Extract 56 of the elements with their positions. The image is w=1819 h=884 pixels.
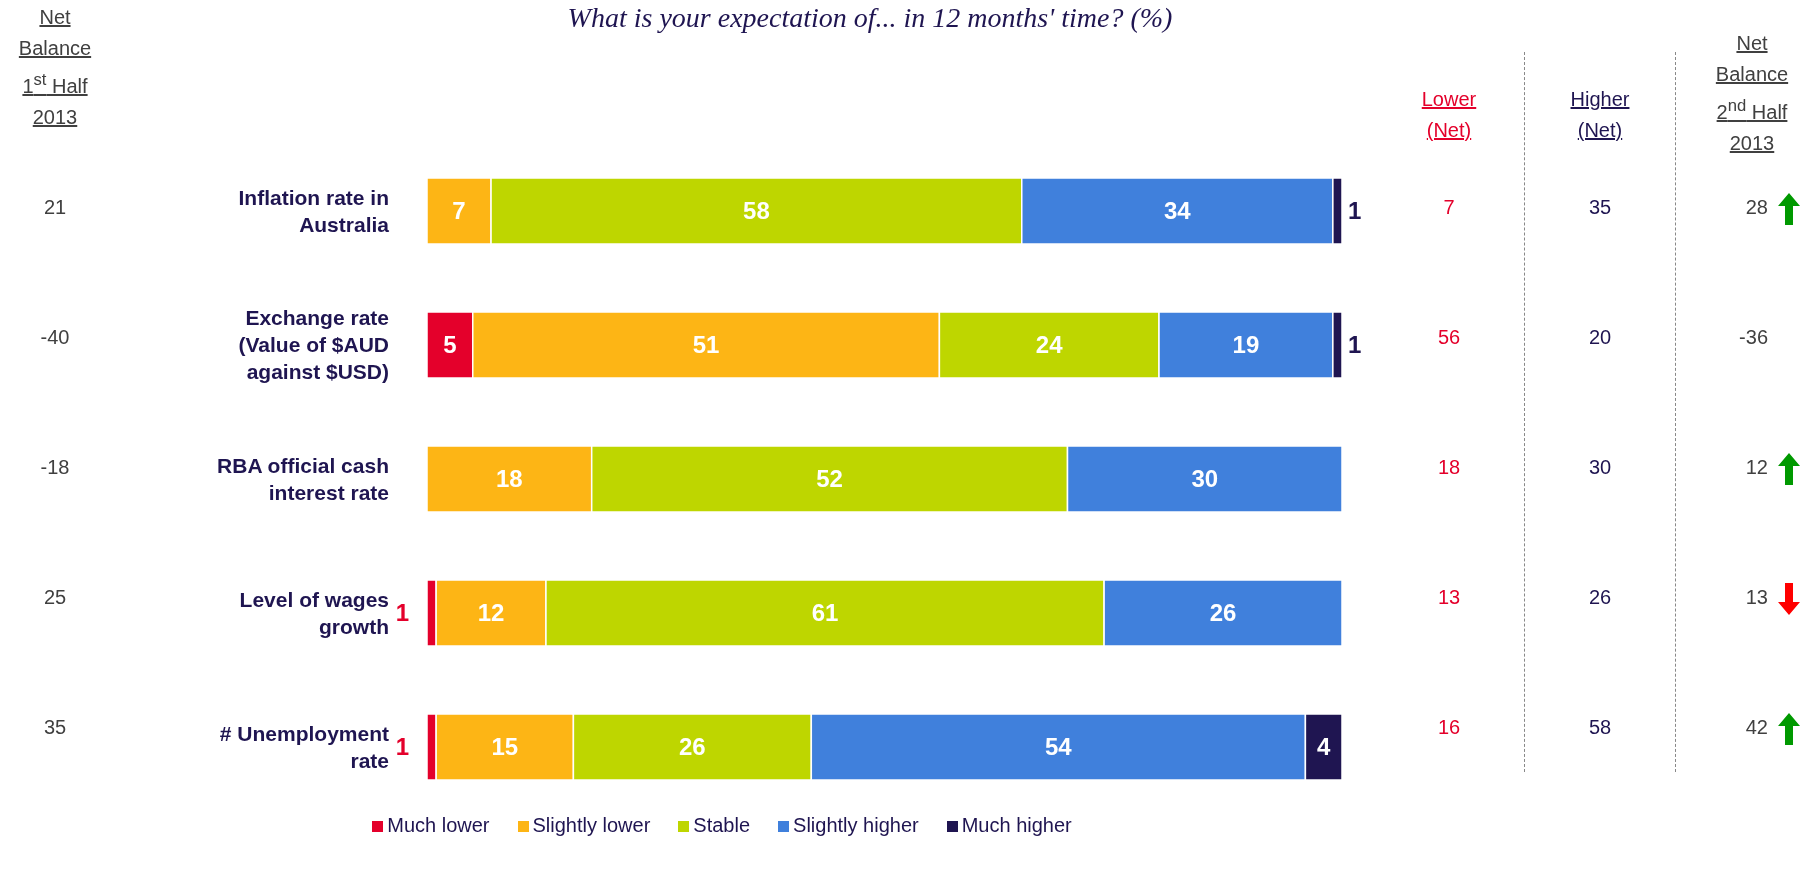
data-label: 26	[679, 733, 706, 761]
text: 12	[1744, 456, 1768, 479]
data-label: 54	[1045, 733, 1073, 761]
text: 18	[1436, 456, 1462, 479]
data-label: 30	[1191, 465, 1219, 493]
data-label: 15	[491, 733, 519, 761]
legend-label: Much higher	[961, 814, 1072, 836]
y-tick-label: Inflation rate in Australia	[238, 185, 390, 236]
data-label: 1	[1348, 331, 1362, 359]
text: 35	[1587, 196, 1613, 219]
legend-label: Stable	[693, 814, 751, 836]
data-label: 51	[692, 331, 720, 359]
text: -18	[39, 456, 71, 479]
text: 20	[1587, 326, 1613, 349]
data-label: 18	[496, 465, 523, 493]
text: 13	[1744, 586, 1768, 609]
text: 35	[42, 716, 68, 739]
text: 30	[1587, 456, 1613, 479]
data-label: 24	[1035, 331, 1064, 359]
text: 25	[42, 586, 68, 609]
data-label: 4	[1317, 733, 1332, 761]
text: 21	[42, 196, 68, 219]
data-label: 61	[811, 599, 839, 627]
data-label: 7	[452, 197, 466, 225]
legend-label: Slightly lower	[532, 814, 651, 836]
data-label: 1	[1348, 197, 1362, 225]
text: Net Balance 2$^{nd}$ Half 2013	[1714, 31, 1790, 156]
y-tick-label: Level of wages growth	[239, 587, 389, 638]
text: 58	[1587, 716, 1613, 739]
text: 13	[1436, 586, 1462, 609]
data-label: 52	[816, 465, 843, 493]
y-tick-label: RBA official cash interest rate	[217, 453, 389, 504]
data-label: 1	[395, 599, 409, 627]
text: -36	[1738, 326, 1768, 349]
text: 56	[1436, 326, 1462, 349]
y-tick-label: Exchange rate (Value of $AUD against $USD)	[238, 306, 389, 384]
text: 42	[1744, 716, 1768, 739]
text: -40	[39, 326, 71, 349]
data-label: 1	[395, 733, 409, 761]
data-label: 5	[443, 331, 457, 359]
data-label: 58	[743, 197, 770, 225]
data-label: 19	[1232, 331, 1260, 359]
y-tick-label: # Unemployment rate	[219, 721, 389, 772]
text: 26	[1587, 586, 1613, 609]
text: Net Balance 1$^{st}$ Half 2013	[17, 5, 93, 130]
text: 7	[1442, 196, 1456, 219]
chart-title: What is your expectation of... in 12 months' time? (%)	[566, 2, 1174, 34]
data-label: 12	[477, 599, 505, 627]
data-label: 26	[1209, 599, 1237, 627]
text: Higher (Net)	[1569, 87, 1631, 143]
text: Lower (Net)	[1420, 87, 1478, 143]
data-label: 34	[1163, 197, 1192, 225]
text: 28	[1744, 196, 1768, 219]
text: 16	[1436, 716, 1462, 739]
legend-label: Slightly higher	[793, 814, 919, 836]
legend-label: Much lower	[387, 814, 490, 836]
